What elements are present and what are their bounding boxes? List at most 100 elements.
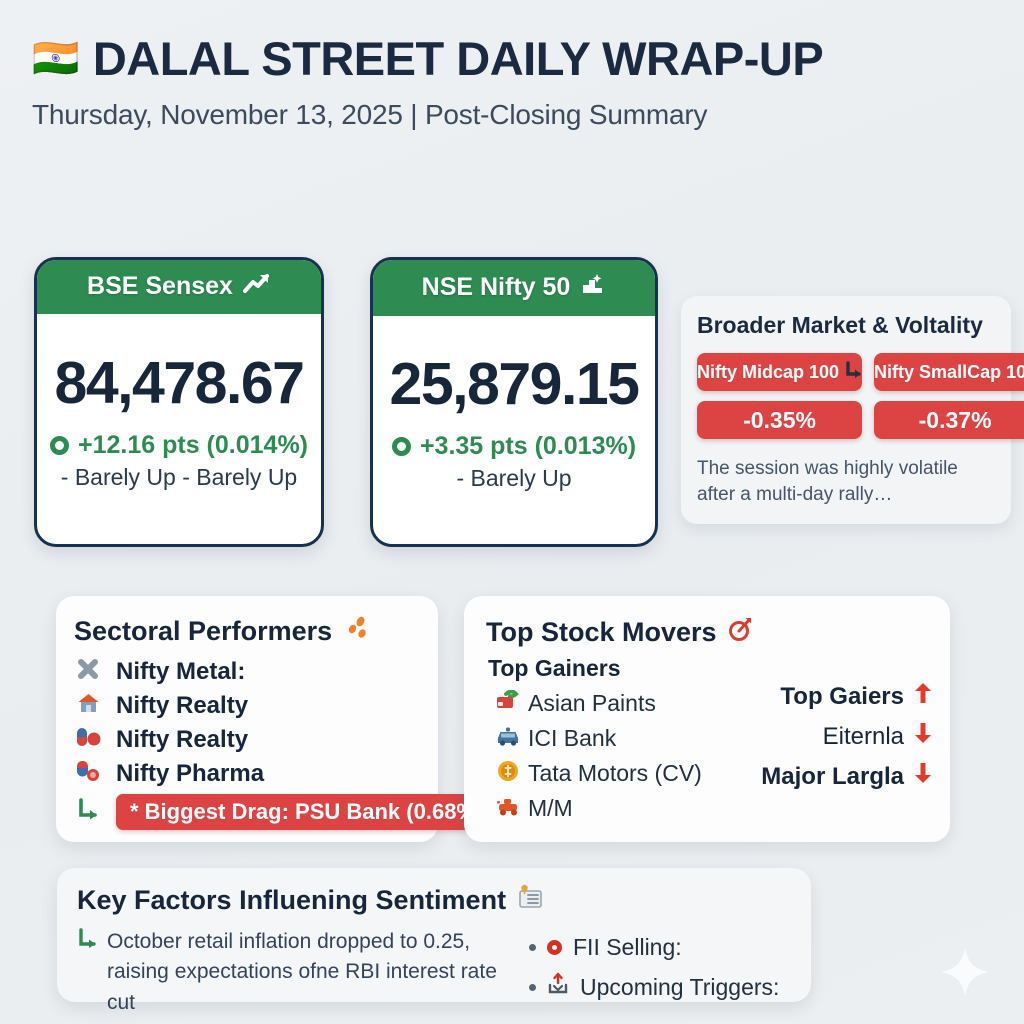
sectoral-row[interactable]: Nifty Realty — [74, 689, 438, 723]
sectoral-label: Nifty Metal: — [116, 658, 246, 685]
up-right-arrow-icon — [74, 797, 102, 827]
arrow-down-icon — [914, 722, 932, 751]
coin-icon — [488, 759, 528, 789]
index-change: +3.35 pts (0.013%) — [391, 431, 637, 461]
index-value: 25,879.15 — [389, 351, 640, 418]
sectoral-label: Nifty Pharma — [116, 760, 265, 787]
broader-market-title: Broader Market & Voltality — [697, 312, 983, 338]
red-ring-icon — [547, 939, 562, 955]
chip-midcap-value[interactable]: -0.35% — [697, 401, 863, 439]
index-change-text: +3.35 pts (0.013%) — [419, 431, 637, 460]
bullet-dot-icon — [529, 943, 536, 951]
index-card-header: NSE Nifty 50 — [373, 260, 655, 316]
sectoral-label: Nifty Realty — [116, 692, 249, 719]
mover-row[interactable]: Asian Paints — [488, 686, 950, 721]
header: 🇮🇳 DALAL STREET DAILY WRAP-UP Thursday, … — [32, 34, 992, 131]
mover-right-label: Eiternla — [822, 722, 904, 750]
broader-market-chip-grid: Nifty Midcap 100 Nifty SmallCap 100 -0.3… — [697, 353, 1024, 439]
index-value: 84,478.67 — [54, 350, 305, 417]
index-card-sensex[interactable]: BSE Sensex 84,478.67 +12.16 pts (0.014%)… — [34, 257, 324, 547]
page-title-text: DALAL STREET DAILY WRAP-UP — [92, 32, 824, 85]
chip-smallcap-value[interactable]: -0.37% — [874, 401, 1024, 439]
india-flag-icon: 🇮🇳 — [32, 37, 79, 80]
key-factor-bullet-label: Upcoming Triggers: — [580, 973, 780, 1000]
key-factors-title-text: Key Factors Influening Sentiment — [77, 885, 507, 915]
key-factor-bullet[interactable]: FII Selling: — [529, 927, 779, 967]
mover-row[interactable]: ICI Bank — [488, 721, 950, 756]
chip-label: Nifty SmallCap 100 — [874, 361, 1024, 382]
sectoral-list: Nifty Metal: Nifty Realty — [74, 655, 498, 830]
mover-right-row[interactable]: Eiternla — [823, 722, 932, 751]
toy-car-icon — [488, 795, 528, 823]
circle-indicator-icon — [50, 435, 69, 455]
up-right-arrow-icon — [77, 927, 97, 958]
index-note: - Barely Up - Barely Up — [60, 463, 298, 490]
index-name: NSE Nifty 50 — [421, 273, 571, 301]
bullseye-icon — [727, 616, 753, 649]
arrow-up-icon — [914, 682, 932, 711]
movers-subheading: Top Gainers — [488, 655, 621, 681]
car-icon — [488, 725, 528, 753]
sectoral-biggest-drag-row[interactable]: * Biggest Drag: PSU Bank (0.68%) — [74, 794, 498, 830]
mover-label: M/M — [528, 795, 573, 821]
top-stock-movers-panel: Top Stock Movers Top Gainers — [464, 596, 950, 842]
key-factor-inflation[interactable]: October retail inflation dropped to 0.25… — [77, 927, 507, 1018]
mover-label: Asian Paints — [528, 690, 656, 716]
biggest-drag-badge[interactable]: * Biggest Drag: PSU Bank (0.68%) — [116, 794, 498, 830]
key-factor-bullet[interactable]: Upcoming Triggers: — [529, 967, 779, 1007]
broader-market-panel: Broader Market & Voltality Nifty Midcap … — [681, 296, 1024, 524]
sparkle-dots-icon — [342, 616, 368, 647]
sectoral-title-text: Sectoral Performers — [74, 616, 333, 646]
sectoral-row[interactable]: Nifty Pharma — [74, 757, 438, 791]
mover-label: Tata Motors (CV) — [528, 760, 702, 786]
pill-capsule-icon — [74, 759, 102, 789]
paint-roller-icon — [488, 689, 528, 718]
index-change: +12.16 pts (0.014%) — [50, 431, 308, 460]
chip-smallcap-label[interactable]: Nifty SmallCap 100 — [874, 353, 1024, 391]
index-name: BSE Sensex — [87, 272, 233, 300]
mover-row[interactable]: Tata Motors (CV) — [488, 756, 950, 791]
key-factors-title: Key Factors Influening Sentiment — [77, 884, 811, 917]
chip-label: Nifty Midcap 100 — [697, 361, 840, 382]
card-index-icon — [516, 884, 544, 917]
circle-indicator-icon — [391, 436, 411, 456]
inbox-tray-icon — [547, 972, 569, 1002]
index-card-header: BSE Sensex — [37, 260, 321, 314]
mover-right-label: Major Largla — [761, 762, 904, 790]
mover-right-label: Top Gaiers — [780, 682, 904, 710]
index-note: - Barely Up — [456, 464, 572, 491]
trending-up-icon — [242, 272, 271, 301]
sectoral-title: Sectoral Performers — [74, 616, 438, 647]
house-icon — [74, 691, 102, 721]
mover-label: ICI Bank — [528, 725, 617, 751]
sectoral-row[interactable]: Nifty Realty — [74, 723, 438, 757]
sectoral-label: Nifty Realty — [116, 726, 249, 753]
down-right-arrow-icon — [845, 360, 862, 384]
index-card-nifty50[interactable]: NSE Nifty 50 25,879.15 +3.35 pts (0.013%… — [370, 257, 658, 547]
mover-row[interactable]: M/M — [488, 791, 950, 826]
pill-icon — [74, 725, 102, 755]
key-factors-panel: Key Factors Influening Sentiment — [57, 868, 811, 1014]
key-factors-bullets: FII Selling: Upcoming Triggers: — [529, 927, 779, 1018]
bullet-dot-icon — [529, 983, 536, 991]
movers-title: Top Stock Movers — [486, 616, 950, 649]
sectoral-performers-panel: Sectoral Performers Nifty Metal: — [56, 596, 498, 842]
movers-title-text: Top Stock Movers — [486, 617, 717, 647]
chart-increasing-icon — [580, 272, 606, 303]
index-card-body: 84,478.67 +12.16 pts (0.014%) - Barely U… — [37, 314, 321, 544]
index-change-text: +12.16 pts (0.014%) — [78, 430, 308, 459]
key-factor-bullet-label: FII Selling: — [573, 933, 682, 960]
mover-right-row[interactable]: Top Gaiers — [780, 682, 932, 711]
arrow-down-icon — [914, 762, 932, 791]
page-subtitle: Thursday, November 13, 2025 | Post-Closi… — [32, 99, 708, 131]
key-factors-body: October retail inflation dropped to 0.25… — [77, 927, 811, 1018]
page-title: 🇮🇳 DALAL STREET DAILY WRAP-UP — [32, 32, 992, 85]
cross-mark-icon — [74, 657, 102, 687]
broader-market-note: The session was highly volatile after a … — [697, 458, 958, 506]
mover-right-row[interactable]: Major Largla — [761, 762, 932, 791]
sectoral-row[interactable]: Nifty Metal: — [74, 655, 438, 689]
key-factor-text: October retail inflation dropped to 0.25… — [107, 930, 497, 1014]
sparkle-decoration-icon — [938, 945, 992, 1004]
chip-midcap-label[interactable]: Nifty Midcap 100 — [697, 353, 863, 391]
